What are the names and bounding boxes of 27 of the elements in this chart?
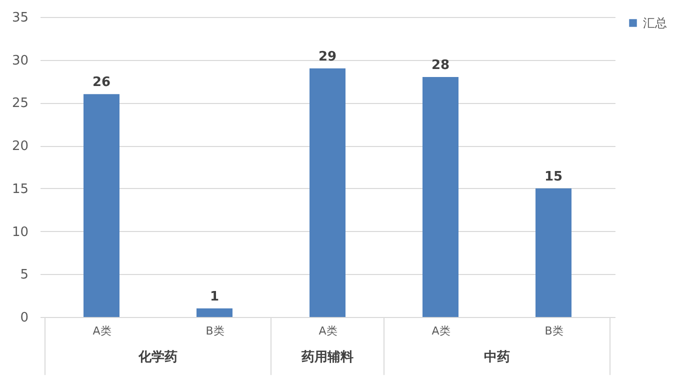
data-label: 15 [544,169,563,184]
x-tick-label: B类 [544,324,564,338]
bar [310,68,346,317]
bar [84,94,120,317]
y-tick-label: 30 [12,53,28,68]
data-label: 1 [210,289,220,304]
text: 化学药 [138,349,178,365]
y-tick-label: 25 [12,96,28,112]
x-tick-label: A类 [92,324,112,338]
x-tick-label: A类 [318,324,338,338]
x-tick-label: A类 [432,324,450,338]
y-tick-label: 15 [12,182,28,197]
bar [422,77,458,317]
y-tick-label: 10 [12,224,28,240]
bar [536,188,572,317]
x-tick-label: B类 [206,324,224,338]
y-tick-label: 0 [20,310,28,326]
y-tick-label: 5 [20,268,28,283]
text: 中药 [484,349,510,365]
data-label: 26 [92,75,111,90]
bar [196,308,232,317]
data-label: 28 [431,58,450,73]
legend-label: 汇总 [643,16,667,30]
y-tick-label: 35 [12,10,28,26]
y-tick-label: 20 [12,139,28,154]
data-label: 29 [318,49,337,64]
text: 药用辅料 [300,349,354,365]
